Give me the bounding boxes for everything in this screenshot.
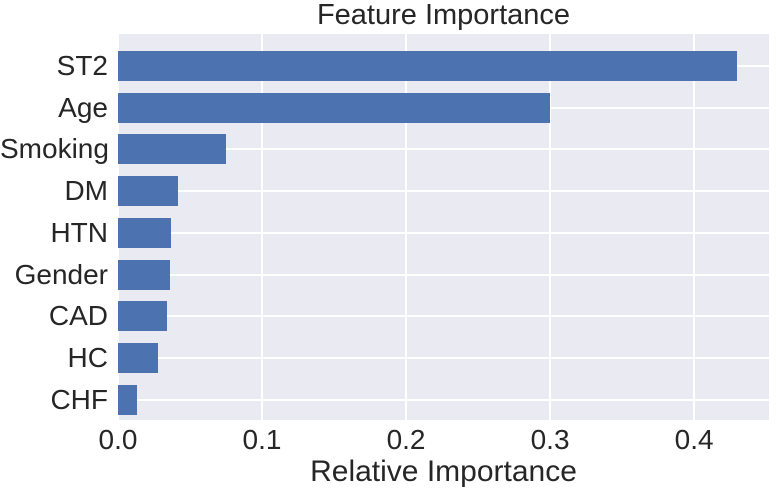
y-tick-label-cad: CAD [48, 300, 108, 332]
gridline-x-0.2 [405, 34, 408, 420]
y-tick-label-dm: DM [64, 175, 108, 207]
x-tick-label-0.2: 0.2 [386, 424, 426, 455]
bar-cad [118, 301, 167, 332]
y-tick-label-age: Age [58, 91, 108, 123]
bar-smoking [118, 134, 227, 165]
gridline-y-gender [118, 273, 769, 276]
bar-chf [118, 384, 137, 415]
gridline-y-cad [118, 315, 769, 318]
gridline-y-chf [118, 398, 769, 401]
gridline-x-0.3 [549, 34, 552, 420]
plot-area [118, 34, 769, 420]
x-tick-label-0.0: 0.0 [98, 424, 138, 455]
gridline-x-0.1 [261, 34, 264, 420]
gridline-y-dm [118, 190, 769, 193]
bar-st2 [118, 51, 738, 81]
x-tick-label-0.4: 0.4 [674, 424, 714, 455]
y-tick-label-chf: CHF [50, 383, 108, 415]
y-tick-label-htn: HTN [50, 216, 108, 248]
bar-gender [118, 259, 170, 290]
bar-age [118, 92, 551, 123]
gridline-x-0.4 [693, 34, 696, 420]
chart-title: Feature Importance [316, 0, 571, 31]
bar-hc [118, 342, 159, 373]
gridline-y-smoking [118, 148, 769, 151]
x-axis-label: Relative Importance [310, 455, 577, 488]
gridline-y-hc [118, 356, 769, 359]
x-tick-label-0.1: 0.1 [242, 424, 282, 455]
x-tick-label-0.3: 0.3 [530, 424, 570, 455]
y-tick-label-gender: Gender [14, 258, 108, 290]
gridline-y-htn [118, 231, 769, 234]
bar-htn [118, 217, 172, 248]
y-tick-label-smoking: Smoking [0, 133, 109, 165]
y-tick-label-st2: ST2 [56, 50, 108, 81]
y-tick-label-hc: HC [67, 341, 108, 373]
bar-dm [118, 176, 179, 207]
